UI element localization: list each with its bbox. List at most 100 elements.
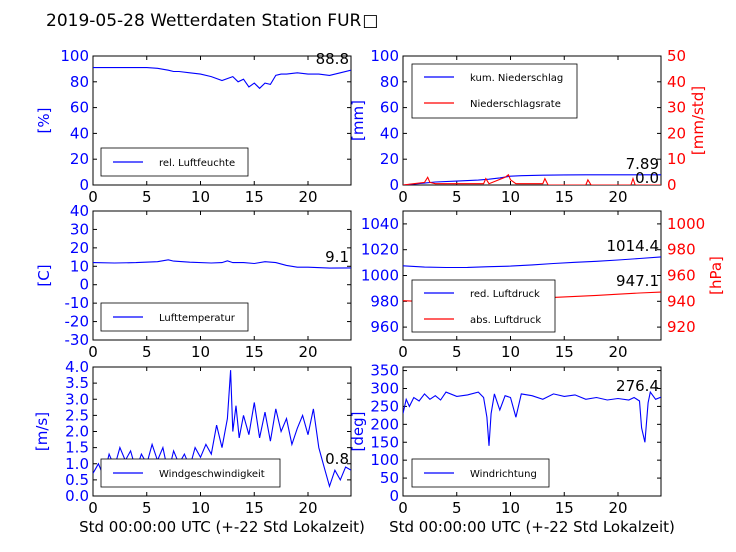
last-value-label: 0.0 — [635, 169, 659, 187]
y-tick-label-right: 920 — [667, 318, 696, 336]
y-tick-label: 20 — [70, 239, 89, 257]
x-tick-label: 20 — [298, 188, 317, 206]
series-line-1 — [93, 67, 351, 90]
y-axis-label: [C] — [35, 264, 53, 286]
last-value-label: 947.1 — [616, 272, 659, 290]
y-tick-label: 0 — [79, 176, 89, 194]
y-tick-label: 960 — [370, 318, 399, 336]
y-tick-label-right: 40 — [667, 73, 686, 91]
legend-label: Lufttemperatur — [159, 313, 236, 324]
y-tick-label-right: 50 — [667, 47, 686, 65]
y-tick-label: 60 — [380, 99, 399, 117]
x-axis-label-right: Std 00:00:00 UTC (+-22 Std Lokalzeit) — [389, 518, 675, 536]
x-tick-label: 5 — [452, 343, 462, 361]
y-tick-label: 1040 — [361, 215, 399, 233]
y-tick-label: 2.0 — [65, 423, 89, 441]
y-tick-label: 150 — [370, 433, 399, 451]
x-tick-label: 0 — [88, 188, 98, 206]
x-tick-label: 15 — [555, 499, 574, 517]
x-tick-label: 15 — [555, 188, 574, 206]
panel-6: 0 5 10 15 20050100150200250300350[deg]Windri… — [349, 362, 662, 517]
x-tick-label: 20 — [608, 188, 627, 206]
title-missing-glyph: □ — [362, 11, 378, 31]
series-line-2 — [403, 173, 661, 185]
y-tick-label: 1020 — [361, 241, 399, 259]
x-tick-label: 15 — [555, 343, 574, 361]
y-tick-label: 0 — [79, 276, 89, 294]
series-line-1 — [403, 256, 661, 269]
y-tick-label: 4.0 — [65, 358, 89, 376]
y-axis-label: [%] — [35, 108, 53, 134]
y-tick-label: 80 — [70, 73, 89, 91]
y-tick-label: 40 — [70, 124, 89, 142]
y-axis-label: [m/s] — [33, 412, 51, 451]
y-tick-label: 1.0 — [65, 455, 89, 473]
panel-1: 0 5 10 15 20 0 20 40 60 80 100 [%] rel. Luftfeuchte 8… — [35, 47, 352, 206]
y-tick-label: 0.0 — [65, 487, 89, 505]
y-tick-label-right: 30 — [667, 99, 686, 117]
y-tick-label: 50 — [380, 469, 399, 487]
y-axis-label-right: [mm/std] — [689, 86, 707, 155]
y-axis-label: [mm] — [349, 100, 367, 141]
x-tick-label: 10 — [501, 188, 520, 206]
x-tick-label: 20 — [608, 343, 627, 361]
x-tick-label: 10 — [501, 343, 520, 361]
panel-3: 0 5 10 15 20-30-20-10010203040[C]Lufttempera… — [35, 202, 352, 361]
x-tick-label: 5 — [142, 188, 152, 206]
x-tick-label: 5 — [142, 343, 152, 361]
figure-title-text: 2019-05-28 Wetterdaten Station FUR — [46, 11, 362, 31]
x-tick-label: 5 — [452, 499, 462, 517]
y-tick-label-right: 980 — [667, 241, 696, 259]
legend-label: rel. Luftfeuchte — [159, 158, 235, 169]
y-tick-label: 0 — [389, 487, 399, 505]
plot-frame — [92, 55, 352, 186]
x-tick-label: 15 — [245, 343, 264, 361]
y-tick-label-right: 940 — [667, 292, 696, 310]
plot-frame — [92, 210, 352, 341]
y-tick-label: 200 — [370, 415, 399, 433]
last-value-label: 88.8 — [316, 50, 349, 68]
y-tick-label: 980 — [370, 292, 399, 310]
y-tick-label: -30 — [65, 331, 90, 349]
legend-label: Windgeschwindigkeit — [159, 469, 265, 480]
x-tick-label: 20 — [608, 499, 627, 517]
last-value-label: 9.1 — [325, 248, 349, 266]
x-tick-label: 10 — [501, 499, 520, 517]
last-value-label: 276.4 — [616, 377, 659, 395]
x-tick-label: 10 — [191, 343, 210, 361]
y-tick-label: 1000 — [361, 267, 399, 285]
last-value-label: 0.8 — [325, 450, 349, 468]
x-tick-label: 5 — [452, 188, 462, 206]
x-tick-label: 20 — [298, 499, 317, 517]
x-axis-label-left: Std 00:00:00 UTC (+-22 Std Lokalzeit) — [79, 518, 365, 536]
y-tick-label: 300 — [370, 380, 399, 398]
y-tick-label: 40 — [70, 202, 89, 220]
legend-label: Niederschlagsrate — [470, 99, 561, 110]
y-tick-label: 0.5 — [65, 471, 89, 489]
y-axis-label: [deg] — [349, 412, 367, 452]
y-tick-label: -10 — [65, 294, 90, 312]
y-tick-label: 10 — [70, 257, 89, 275]
x-tick-label: 0 — [88, 343, 98, 361]
y-tick-label-right: 960 — [667, 267, 696, 285]
y-tick-label: 40 — [380, 124, 399, 142]
last-value-label: 1014.4 — [607, 237, 660, 255]
y-tick-label: 100 — [60, 47, 89, 65]
x-tick-label: 0 — [398, 188, 408, 206]
legend-label: kum. Niederschlag — [470, 73, 563, 84]
x-tick-label: 20 — [298, 343, 317, 361]
legend-box — [411, 63, 578, 119]
plot-frame — [402, 55, 662, 186]
y-tick-label: 2.5 — [65, 406, 89, 424]
panel-5: 0 5 10 15 20 0.00.51.01.52.02.53.03.54.0 [m/s]… — [33, 358, 352, 517]
y-tick-label: 1.5 — [65, 439, 89, 457]
y-tick-label: 30 — [70, 220, 89, 238]
legend-label: abs. Luftdruck — [470, 315, 541, 326]
y-tick-label-right: 0 — [667, 176, 677, 194]
y-tick-label: 250 — [370, 397, 399, 415]
y-tick-label: 0 — [389, 176, 399, 194]
y-tick-label: 80 — [380, 73, 399, 91]
x-tick-label: 5 — [142, 499, 152, 517]
